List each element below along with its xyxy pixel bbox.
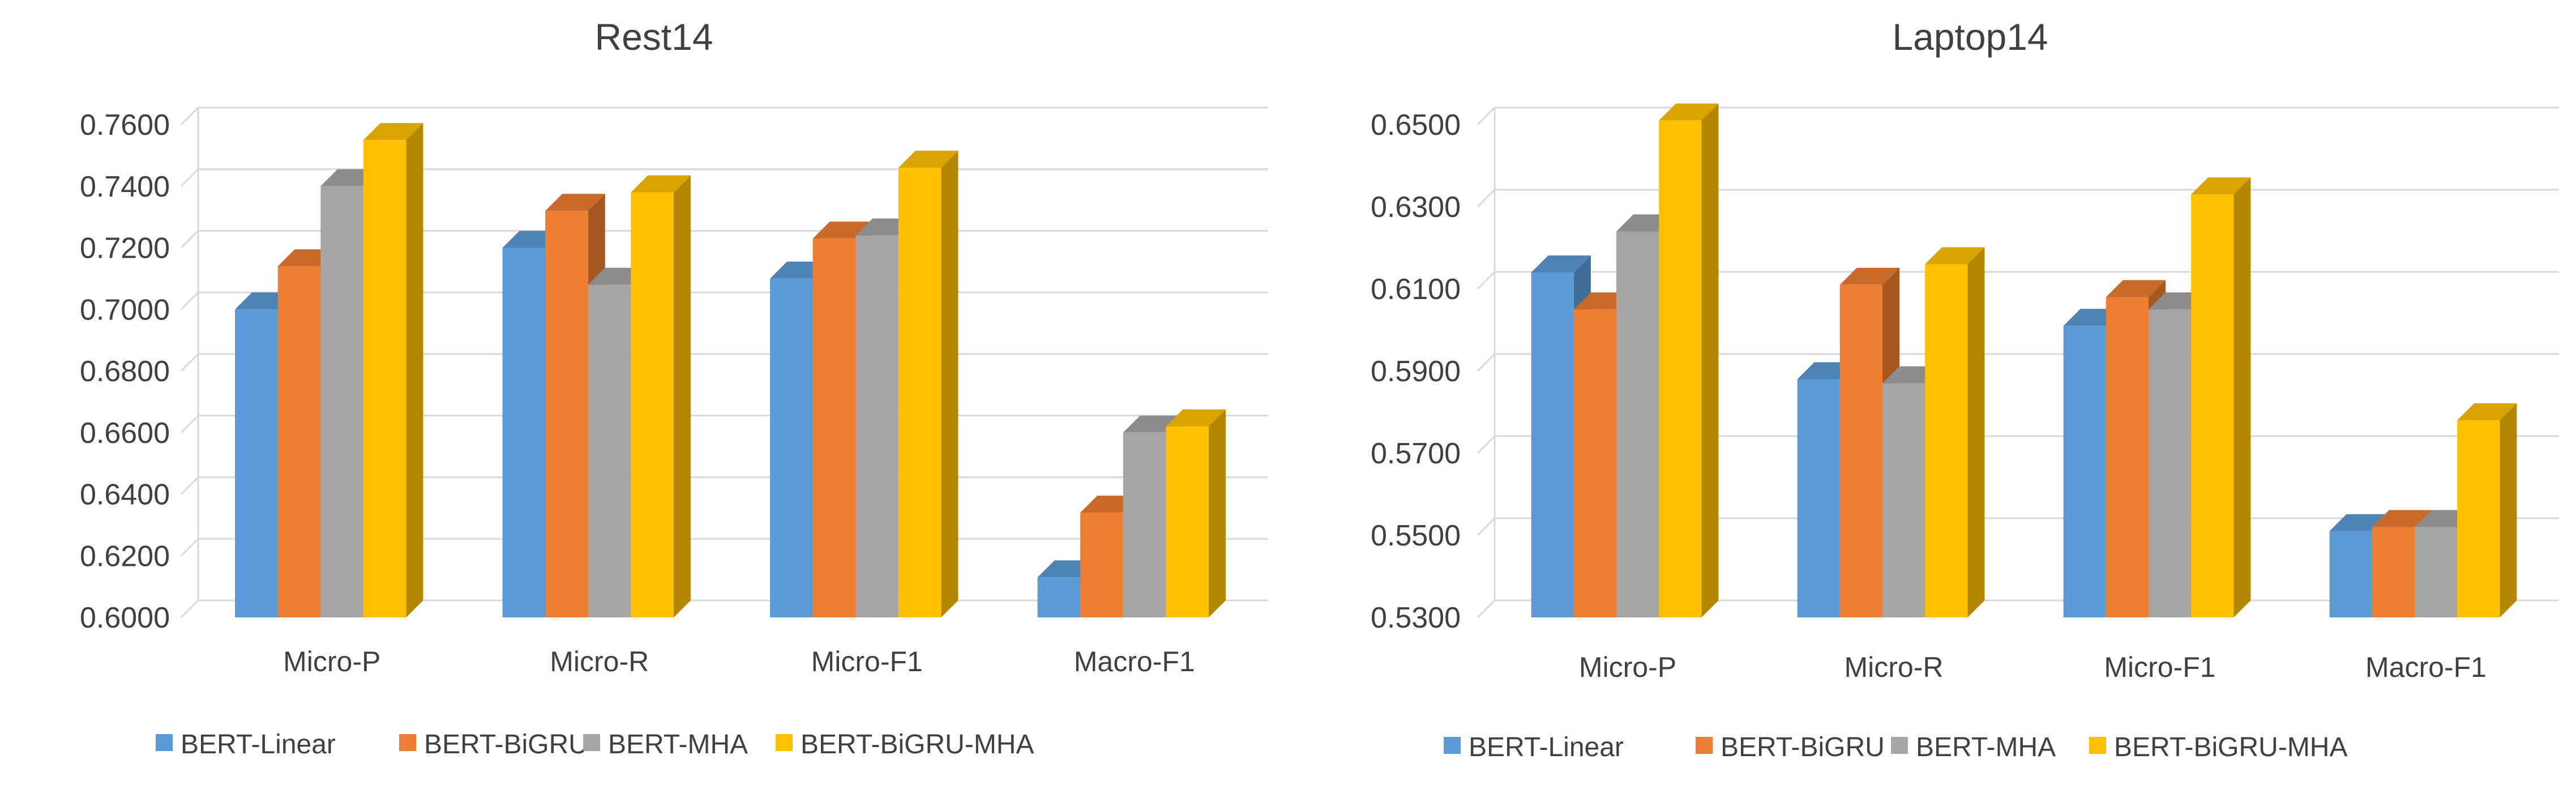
legend-swatch	[399, 734, 416, 751]
legend-item: BERT-BiGRU	[399, 730, 588, 760]
y-tick-label: 0.6600	[80, 417, 170, 450]
y-tick-label: 0.6100	[1371, 273, 1461, 306]
legend-swatch	[156, 734, 173, 751]
bar-bert-bigru-mha-micro-f1	[2191, 177, 2251, 617]
rest14-title: Rest14	[594, 16, 713, 58]
bar-bert-bigru-mha-micro-p	[1659, 103, 1719, 617]
legend-item: BERT-Linear	[1444, 732, 1624, 762]
bar-bert-bigru-mha-micro-f1	[898, 151, 958, 617]
legend-item: BERT-Linear	[156, 730, 336, 760]
y-tick-label: 0.5300	[1371, 602, 1461, 634]
x-category-label: Micro-R	[550, 646, 649, 677]
y-tick-label: 0.7000	[80, 293, 170, 326]
gridline-depth	[180, 599, 199, 619]
gridline-depth	[1477, 106, 1496, 126]
legend-item: BERT-BiGRU-MHA	[2089, 732, 2347, 762]
legend-label: BERT-Linear	[181, 730, 336, 760]
laptop14-panel: Laptop14 0.5300 0.5500 0.5700 0.5900 0.6100 0…	[1371, 16, 2559, 762]
legend-swatch	[1444, 737, 1461, 754]
bar-bert-bigru-mha-macro-f1	[1166, 409, 1226, 617]
gridline-depth	[180, 353, 199, 372]
legend-label: BERT-Linear	[1469, 732, 1624, 762]
y-tick-label: 0.6800	[80, 355, 170, 388]
gridline-depth	[1477, 189, 1496, 208]
gridline-depth	[180, 538, 199, 557]
gridline-depth	[180, 106, 199, 126]
legend-swatch	[2089, 737, 2106, 754]
x-category-label: Micro-P	[1579, 651, 1676, 683]
gridline-depth	[180, 230, 199, 249]
gridline-depth	[180, 476, 199, 495]
bar-bert-bigru-mha-macro-f1	[2457, 403, 2517, 617]
y-tick-label: 0.7200	[80, 232, 170, 265]
legend-label: BERT-BiGRU-MHA	[2114, 732, 2347, 762]
y-tick-label: 0.6500	[1371, 109, 1461, 142]
legend-swatch	[1891, 737, 1908, 754]
legend-label: BERT-BiGRU	[1721, 732, 1885, 762]
x-category-label: Macro-F1	[2365, 651, 2487, 683]
x-category-label: Macro-F1	[1074, 646, 1195, 677]
rest14-panel: Rest14 0.6000 0.6200 0.6400 0.6600 0.6800 0.7…	[80, 16, 1268, 760]
x-category-label: Micro-R	[1845, 651, 1944, 683]
laptop14-title: Laptop14	[1892, 16, 2048, 58]
legend-swatch	[583, 734, 600, 751]
bar-bert-bigru-mha-micro-p	[363, 123, 423, 617]
y-tick-label: 0.7400	[80, 170, 170, 203]
y-tick-label: 0.6400	[80, 479, 170, 511]
y-tick-label: 0.5900	[1371, 355, 1461, 388]
gridline-depth	[180, 168, 199, 187]
x-category-label: Micro-P	[283, 646, 380, 677]
legend-label: BERT-MHA	[1916, 732, 2056, 762]
legend-swatch	[776, 734, 793, 751]
legend-item: BERT-BiGRU-MHA	[776, 730, 1034, 760]
legend-label: BERT-MHA	[608, 730, 748, 760]
gridline-depth	[1477, 599, 1496, 619]
y-tick-label: 0.6300	[1371, 191, 1461, 224]
y-tick-label: 0.5700	[1371, 437, 1461, 470]
bar-bert-bigru-mha-micro-r	[1925, 247, 1985, 617]
gridline-depth	[1477, 435, 1496, 454]
x-category-label: Micro-F1	[811, 646, 923, 677]
bar-bert-bigru-mha-micro-r	[631, 175, 691, 617]
legend-item: BERT-MHA	[1891, 732, 2056, 762]
y-tick-label: 0.6200	[80, 540, 170, 573]
gridline-depth	[180, 415, 199, 433]
x-category-label: Micro-F1	[2104, 651, 2215, 683]
legend-label: BERT-BiGRU	[424, 730, 588, 760]
y-tick-label: 0.7600	[80, 109, 170, 142]
legend-swatch	[1696, 737, 1713, 754]
legend-label: BERT-BiGRU-MHA	[801, 730, 1034, 760]
y-tick-label: 0.6000	[80, 602, 170, 634]
gridline-depth	[1477, 353, 1496, 372]
legend-item: BERT-BiGRU	[1696, 732, 1885, 762]
gridline-depth	[180, 292, 199, 310]
gridline-depth	[1477, 517, 1496, 536]
gridline-depth	[1477, 271, 1496, 290]
y-tick-label: 0.5500	[1371, 519, 1461, 552]
legend-item: BERT-MHA	[583, 730, 748, 760]
